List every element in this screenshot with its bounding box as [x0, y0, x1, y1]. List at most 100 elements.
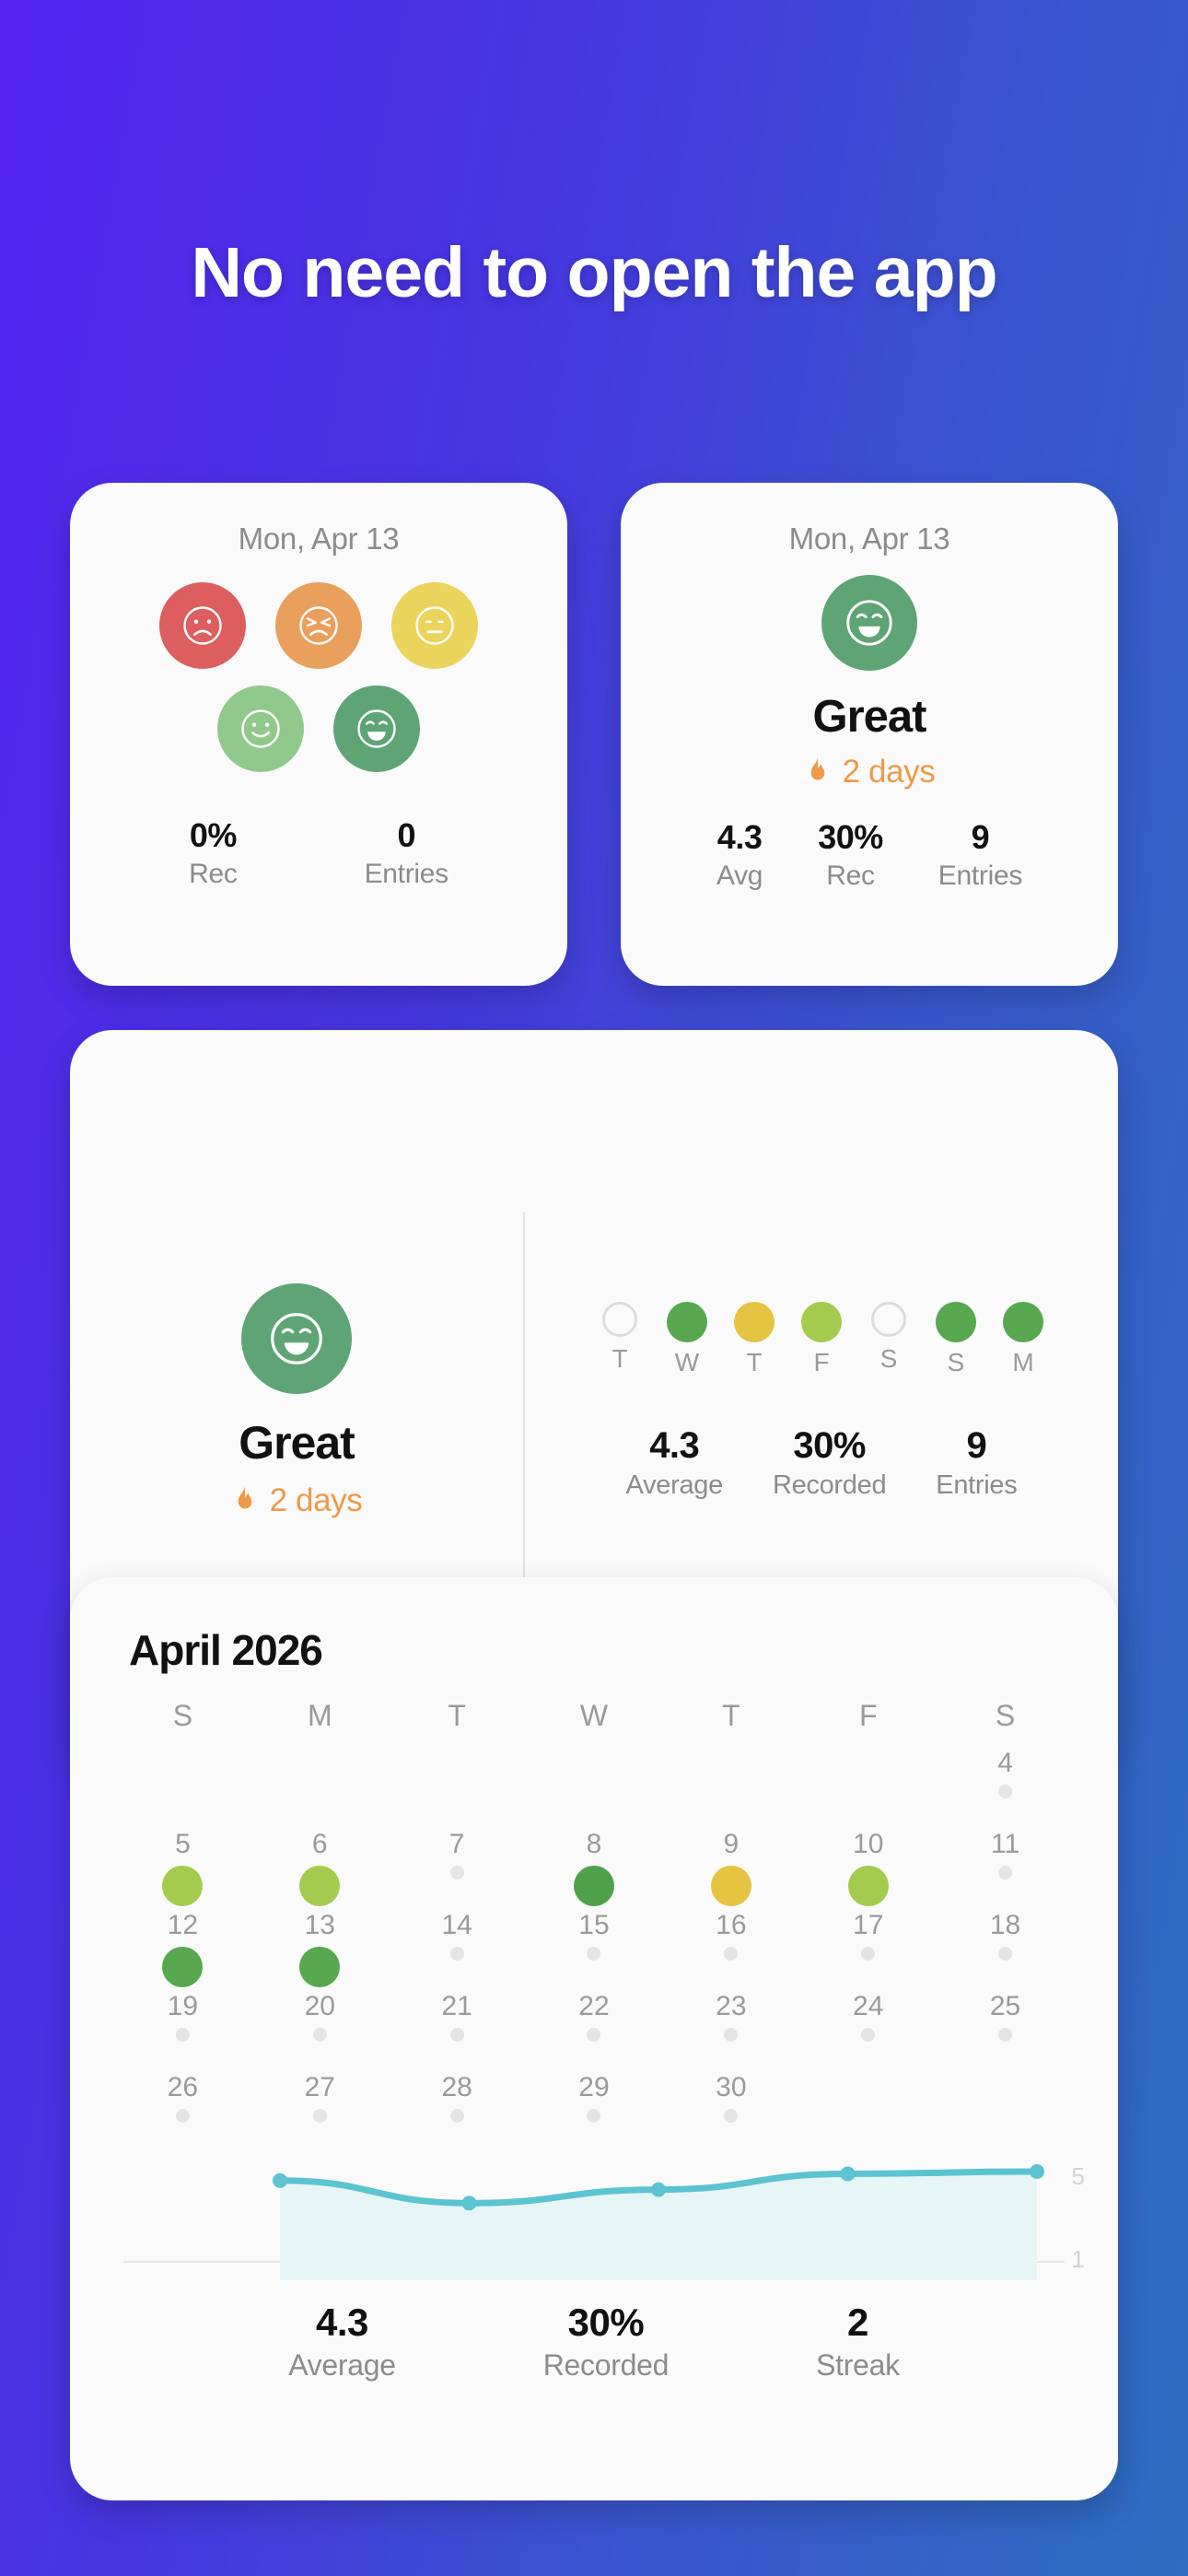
- calendar-day-cell[interactable]: 20: [251, 1993, 389, 2074]
- calendar-day-dot: [587, 1947, 601, 1961]
- stat-label: Recorded: [772, 1470, 887, 1500]
- calendar-day-cell[interactable]: 13: [251, 1912, 389, 1993]
- day-dot: [801, 1302, 842, 1342]
- mood-label: Great: [812, 692, 926, 742]
- calendar-day-cell[interactable]: 9: [662, 1831, 799, 1912]
- mood-great-badge: [241, 1283, 352, 1394]
- face-sad-icon: [183, 606, 222, 645]
- week-day-3[interactable]: F: [796, 1302, 847, 1377]
- stat-rec: 30% Rec: [818, 818, 883, 892]
- mood-options-row-bottom: [70, 685, 567, 772]
- calendar-day-number: 4: [997, 1748, 1013, 1778]
- week-mood-block: Great 2 days: [70, 1283, 523, 1519]
- calendar-day-cell[interactable]: 6: [251, 1831, 389, 1912]
- calendar-day-cell[interactable]: 17: [799, 1912, 937, 1993]
- calendar-day-cell[interactable]: 16: [662, 1912, 799, 1993]
- week-day-6[interactable]: M: [997, 1302, 1049, 1377]
- chart-svg: [123, 2164, 1065, 2280]
- calendar-day-cell[interactable]: 29: [526, 2074, 663, 2155]
- calendar-day-cell[interactable]: 22: [526, 1993, 663, 2074]
- calendar-day-cell[interactable]: 4: [937, 1750, 1074, 1831]
- calendar-day-number: 27: [304, 2072, 335, 2102]
- week-day-1[interactable]: W: [661, 1302, 713, 1377]
- calendar-day-cell: [114, 1750, 251, 1831]
- widget-stats-row: 4.3 Average 30% Recorded 9 Entries: [525, 1425, 1118, 1501]
- calendar-day-cell[interactable]: 18: [937, 1912, 1074, 1993]
- widget-month-calendar[interactable]: April 2026 S M T W T F S 4 5 6 7 8 9 10 11 12 13 1…: [70, 1577, 1118, 2500]
- mood-good-button[interactable]: [217, 685, 304, 772]
- day-label: M: [1012, 1348, 1034, 1376]
- stat-avg: 4.3 Avg: [716, 818, 763, 892]
- mood-okay-button[interactable]: [391, 582, 478, 669]
- calendar-day-cell[interactable]: 5: [114, 1831, 251, 1912]
- calendar-day-dot: [861, 2028, 876, 2042]
- calendar-day-cell[interactable]: 30: [662, 2074, 799, 2155]
- calendar-day-dot: [724, 1947, 739, 1961]
- calendar-day-dot: [312, 2028, 327, 2042]
- week-day-2[interactable]: T: [728, 1302, 780, 1377]
- calendar-day-cell[interactable]: 19: [114, 1993, 251, 2074]
- calendar-title: April 2026: [129, 1626, 323, 1674]
- day-label: S: [879, 1344, 898, 1373]
- streak-indicator: 2 days: [231, 1482, 363, 1519]
- calendar-day-dot: [587, 2028, 601, 2042]
- calendar-day-dot: [998, 1947, 1013, 1961]
- calendar-day-cell: [799, 2074, 937, 2155]
- calendar-day-number: 6: [311, 1829, 328, 1859]
- calendar-day-dot: [162, 1947, 204, 1987]
- stat-label: Rec: [189, 859, 238, 889]
- stat-recorded: 30% Recorded: [543, 2301, 670, 2383]
- calendar-day-cell[interactable]: 23: [662, 1993, 799, 2074]
- stat-rec: 0% Rec: [189, 816, 238, 890]
- calendar-day-cell[interactable]: 27: [251, 2074, 389, 2155]
- calendar-day-number: 30: [716, 2072, 747, 2102]
- calendar-day-cell[interactable]: 12: [114, 1912, 251, 1993]
- stat-label: Average: [288, 2348, 396, 2382]
- stat-label: Entries: [936, 1470, 1018, 1500]
- face-grin-icon: [271, 1313, 322, 1364]
- calendar-day-cell: [937, 2074, 1074, 2155]
- calendar-day-cell[interactable]: 28: [389, 2074, 526, 2155]
- day-label: S: [947, 1348, 965, 1376]
- calendar-day-dot: [724, 2109, 739, 2123]
- calendar-day-cell[interactable]: 7: [389, 1831, 526, 1912]
- stat-value: 4.3: [316, 2301, 368, 2344]
- flame-icon: [231, 1485, 259, 1516]
- stat-label: Average: [625, 1470, 724, 1500]
- widget-stats-row: 4.3 Avg 30% Rec 9 Entries: [621, 818, 1118, 892]
- calendar-day-cell[interactable]: 14: [389, 1912, 526, 1993]
- mood-great-button[interactable]: [333, 685, 420, 772]
- widget-mood-picker[interactable]: Mon, Apr 13: [70, 483, 567, 986]
- calendar-day-cell[interactable]: 21: [389, 1993, 526, 2074]
- streak-label: 2 days: [842, 754, 936, 790]
- calendar-day-cell[interactable]: 15: [526, 1912, 663, 1993]
- calendar-day-number: 13: [304, 1910, 335, 1940]
- chart-y-max-label: 5: [1071, 2162, 1085, 2190]
- calendar-day-cell: [662, 1750, 799, 1831]
- calendar-day-dot: [299, 1866, 341, 1906]
- day-dot: [871, 1302, 906, 1337]
- divider: [523, 1212, 525, 1590]
- calendar-day-cell[interactable]: 11: [937, 1831, 1074, 1912]
- stat-label: Rec: [826, 861, 875, 891]
- calendar-day-number: 11: [990, 1829, 1020, 1859]
- mood-label: Great: [239, 1417, 355, 1469]
- calendar-day-cell[interactable]: 10: [799, 1831, 937, 1912]
- page-title: No need to open the app: [191, 233, 997, 312]
- mood-terrible-button[interactable]: [159, 582, 246, 669]
- stat-value: 0: [397, 816, 415, 854]
- stat-streak: 2 Streak: [816, 2301, 900, 2383]
- week-day-0[interactable]: T: [594, 1302, 646, 1374]
- calendar-day-number: 21: [441, 1991, 472, 2021]
- week-day-5[interactable]: S: [930, 1302, 982, 1377]
- mood-bad-button[interactable]: [275, 582, 362, 669]
- calendar-day-cell: [799, 1750, 937, 1831]
- calendar-day-cell[interactable]: 8: [526, 1831, 663, 1912]
- stat-label: Entries: [938, 861, 1023, 891]
- widget-today-summary[interactable]: Mon, Apr 13 Great 2 days 4.3 Avg 30% Rec…: [621, 483, 1118, 986]
- calendar-day-cell[interactable]: 26: [114, 2074, 251, 2155]
- calendar-day-cell: [389, 1750, 526, 1831]
- calendar-day-cell[interactable]: 24: [799, 1993, 937, 2074]
- week-day-4[interactable]: S: [863, 1302, 914, 1374]
- calendar-day-cell[interactable]: 25: [937, 1993, 1074, 2074]
